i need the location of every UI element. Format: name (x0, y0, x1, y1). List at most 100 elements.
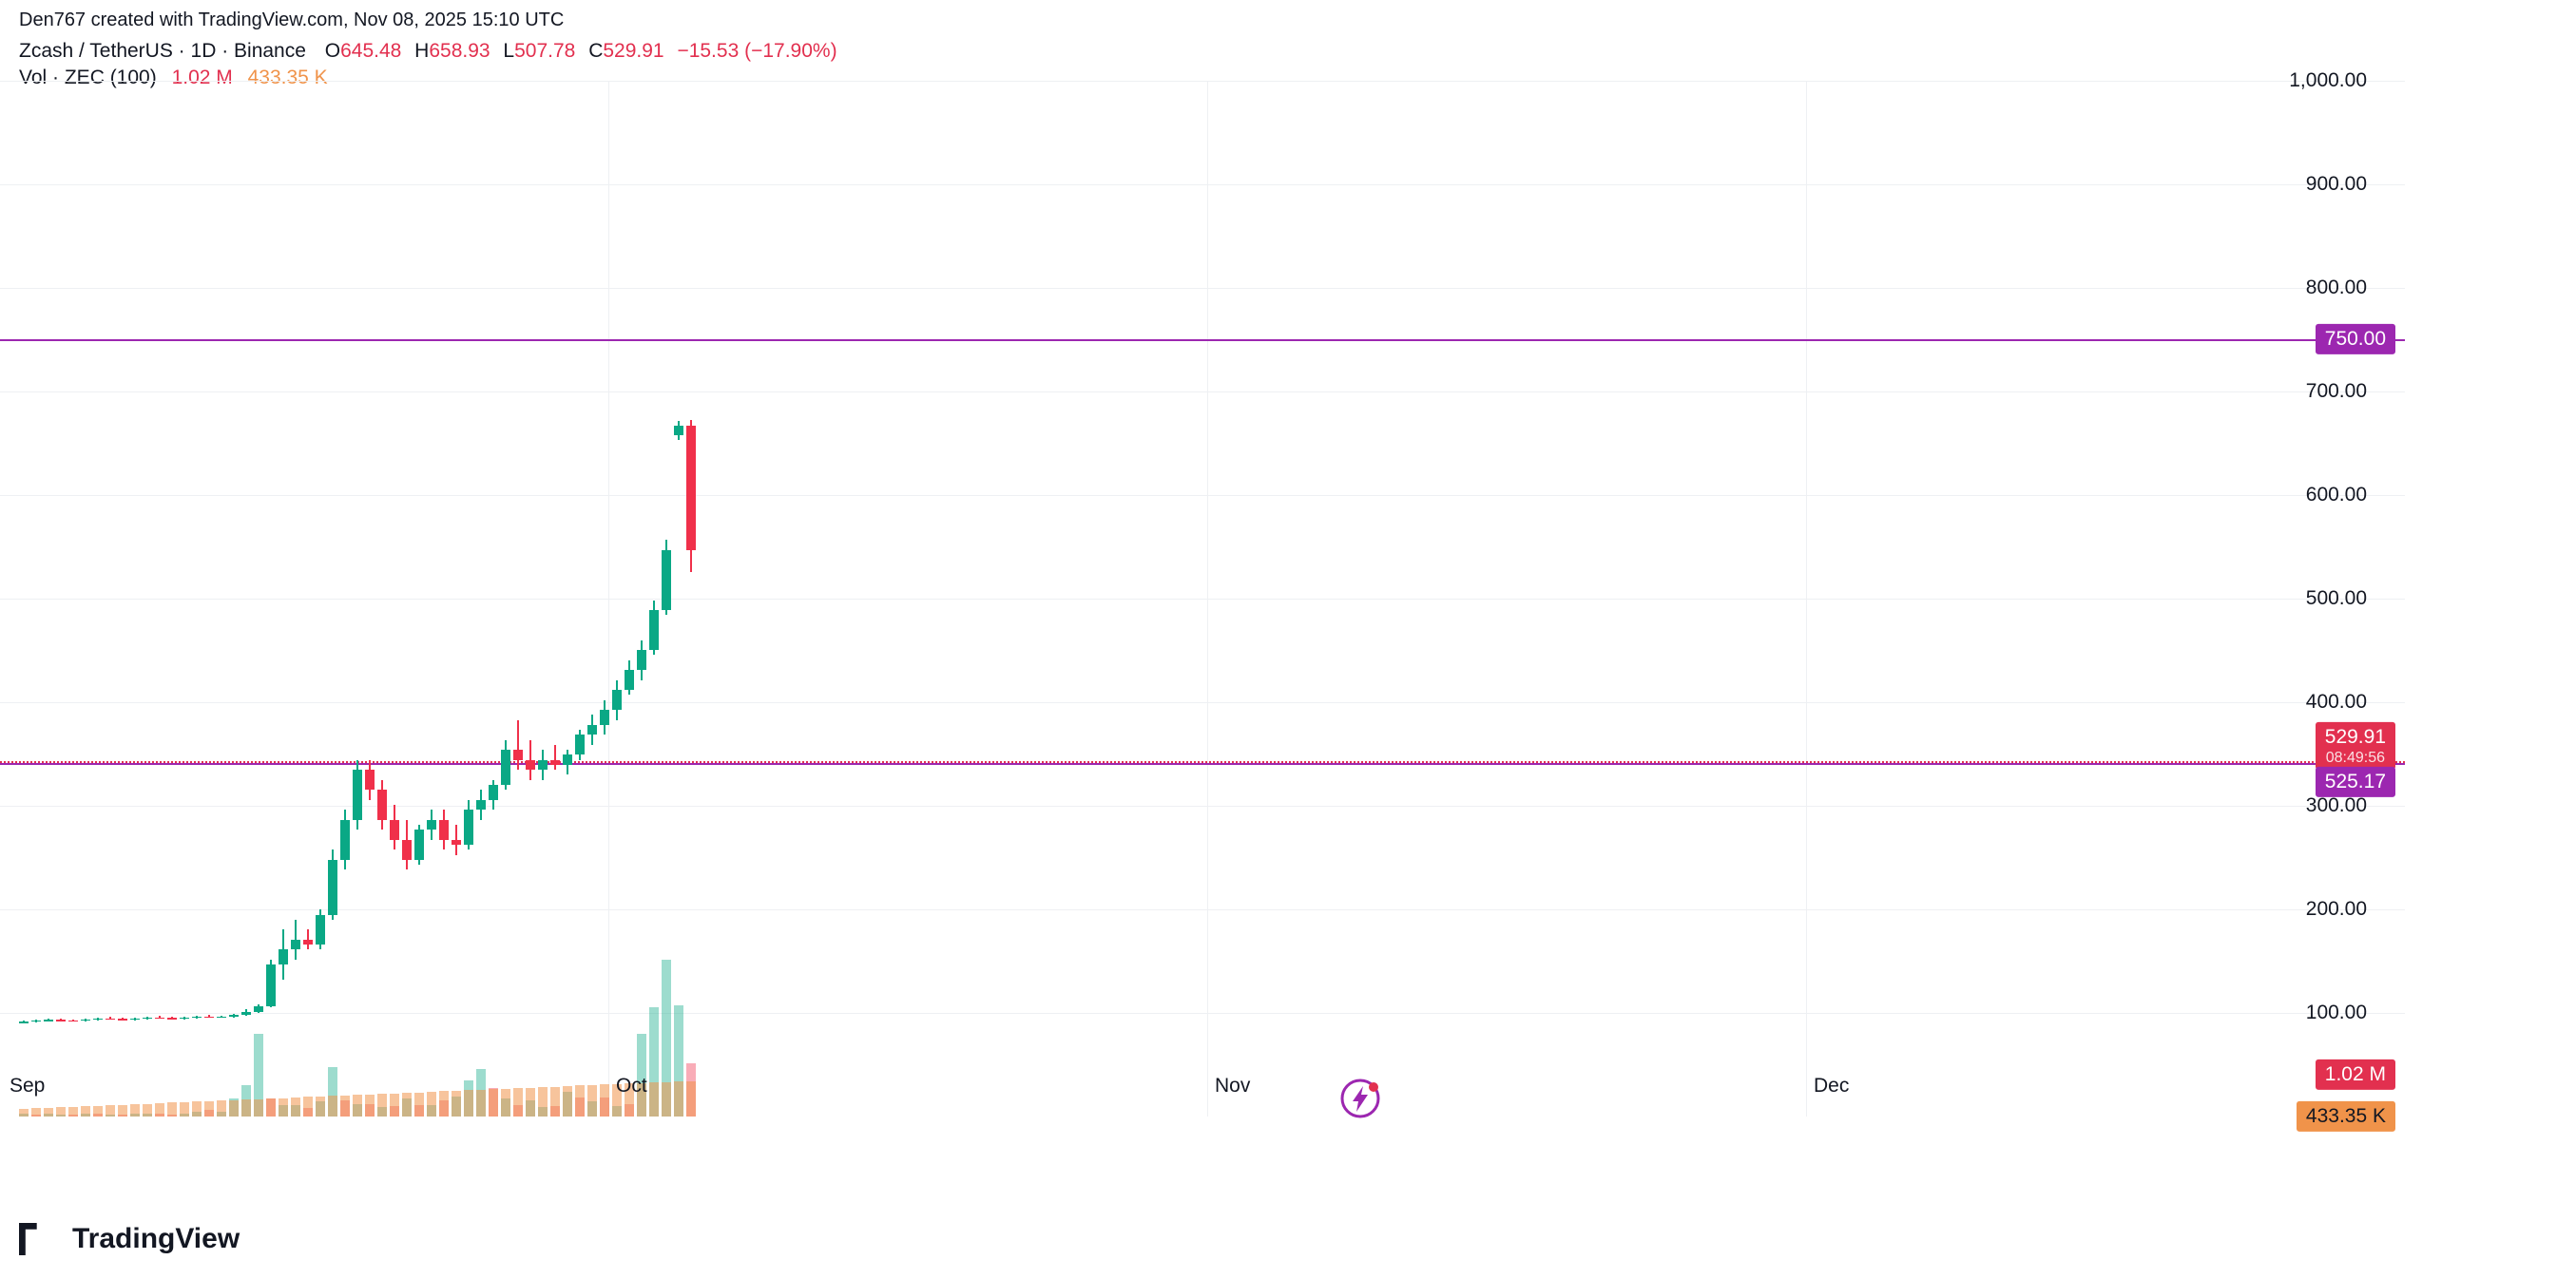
candle-body[interactable] (625, 670, 634, 690)
candle-body[interactable] (266, 964, 276, 1006)
candle-body[interactable] (93, 1019, 103, 1021)
volume-ma-area (204, 1101, 214, 1117)
gridline (0, 1013, 2405, 1014)
month-label-dec: Dec (1814, 1075, 1849, 1098)
candle-body[interactable] (106, 1019, 115, 1021)
candle-body[interactable] (180, 1018, 189, 1020)
candle-body[interactable] (31, 1021, 41, 1022)
candle-body[interactable] (254, 1006, 263, 1011)
volume-ma-area (229, 1100, 239, 1117)
candle-body[interactable] (674, 426, 683, 435)
candle-body[interactable] (303, 940, 313, 945)
resistance-badge-750[interactable]: 750.00 (2316, 324, 2395, 354)
volume-ma-area (662, 1082, 671, 1117)
resistance-line-750[interactable] (0, 339, 2405, 341)
candle-body[interactable] (192, 1017, 202, 1019)
candle-body[interactable] (167, 1018, 177, 1020)
support-badge-525[interactable]: 525.17 (2316, 767, 2395, 797)
candle-body[interactable] (118, 1019, 127, 1021)
gridline (0, 184, 2405, 185)
volume-ma-area (180, 1102, 189, 1117)
candle-body[interactable] (56, 1020, 66, 1021)
volume-ma-area (686, 1081, 696, 1117)
support-line-525[interactable] (0, 763, 2405, 765)
volume-ma-area (575, 1085, 585, 1117)
candle-body[interactable] (229, 1015, 239, 1017)
candle-body[interactable] (489, 785, 498, 800)
candle-body[interactable] (402, 840, 412, 860)
volume-ma-area (143, 1104, 152, 1117)
volume-ma-area (476, 1090, 486, 1117)
candle-body[interactable] (427, 820, 436, 830)
price-tick-300: 300.00 (2306, 794, 2367, 817)
candle-body[interactable] (143, 1018, 152, 1020)
candle-body[interactable] (365, 770, 375, 790)
volume-ma-area (390, 1094, 399, 1117)
candle-body[interactable] (316, 915, 325, 945)
price-tick-600: 600.00 (2306, 484, 2367, 506)
indicator-icon[interactable] (1338, 1077, 1382, 1120)
candle-body[interactable] (130, 1019, 140, 1021)
candle-body[interactable] (575, 735, 585, 754)
candle-body[interactable] (563, 754, 572, 765)
candle-body[interactable] (68, 1021, 78, 1022)
candle-body[interactable] (662, 550, 671, 610)
month-label-nov: Nov (1215, 1075, 1250, 1098)
candle-body[interactable] (340, 820, 350, 860)
candle-body[interactable] (390, 820, 399, 840)
candle-body[interactable] (612, 690, 622, 710)
candle-wick[interactable] (517, 720, 519, 771)
candle-body[interactable] (452, 840, 461, 845)
candle-body[interactable] (291, 940, 300, 950)
volume-ma-area (291, 1098, 300, 1117)
close-price-badge[interactable]: 529.91 08:49:56 (2316, 722, 2395, 770)
candle-body[interactable] (217, 1017, 226, 1019)
candle-body[interactable] (513, 750, 523, 760)
volume-ma-area (217, 1100, 226, 1117)
candle-body[interactable] (155, 1018, 164, 1020)
candle-body[interactable] (526, 760, 535, 771)
candle-body[interactable] (377, 790, 387, 820)
close-dotted-line[interactable] (0, 761, 2405, 763)
volume-ma-area (106, 1105, 115, 1117)
candle-body[interactable] (649, 610, 659, 650)
candle-body[interactable] (637, 650, 646, 670)
candle-body[interactable] (241, 1012, 251, 1015)
tradingview-chart: Den767 created with TradingView.com, Nov… (0, 0, 2576, 1279)
candle-body[interactable] (44, 1020, 53, 1021)
candle-body[interactable] (204, 1017, 214, 1019)
volume-ma-area (241, 1099, 251, 1117)
volume-ma-area (377, 1094, 387, 1117)
candle-body[interactable] (538, 760, 548, 771)
volume-ma-area (303, 1097, 313, 1117)
candle-body[interactable] (686, 426, 696, 550)
gridline (0, 599, 2405, 600)
candle-body[interactable] (464, 810, 473, 845)
gridline (608, 81, 609, 1117)
candle-body[interactable] (600, 710, 609, 725)
candle-body[interactable] (476, 800, 486, 811)
volume-ma-area (600, 1084, 609, 1117)
volume-ma-area (501, 1089, 510, 1117)
volume-ma-area (328, 1096, 337, 1117)
candle-wick[interactable] (554, 745, 556, 770)
gridline (0, 81, 2405, 82)
candle-body[interactable] (19, 1021, 29, 1023)
candle-body[interactable] (587, 725, 597, 735)
candle-body[interactable] (328, 860, 337, 915)
volume-badge[interactable]: 1.02 M (2316, 1059, 2395, 1090)
candle-body[interactable] (414, 830, 424, 860)
volume-ma-area (402, 1093, 412, 1117)
candle-body[interactable] (501, 750, 510, 785)
ohlc-line: Zcash / TetherUS · 1D · Binance O645.48 … (19, 40, 837, 63)
volume-ma-area (192, 1101, 202, 1117)
candle-body[interactable] (279, 949, 288, 964)
volume-ma-badge[interactable]: 433.35 K (2297, 1101, 2395, 1132)
volume-ma-area (414, 1093, 424, 1117)
candle-body[interactable] (353, 770, 362, 820)
candle-body[interactable] (439, 820, 449, 840)
candle-body[interactable] (550, 760, 560, 765)
gridline (0, 495, 2405, 496)
volume-ma-area (68, 1107, 78, 1117)
candle-body[interactable] (81, 1020, 90, 1021)
